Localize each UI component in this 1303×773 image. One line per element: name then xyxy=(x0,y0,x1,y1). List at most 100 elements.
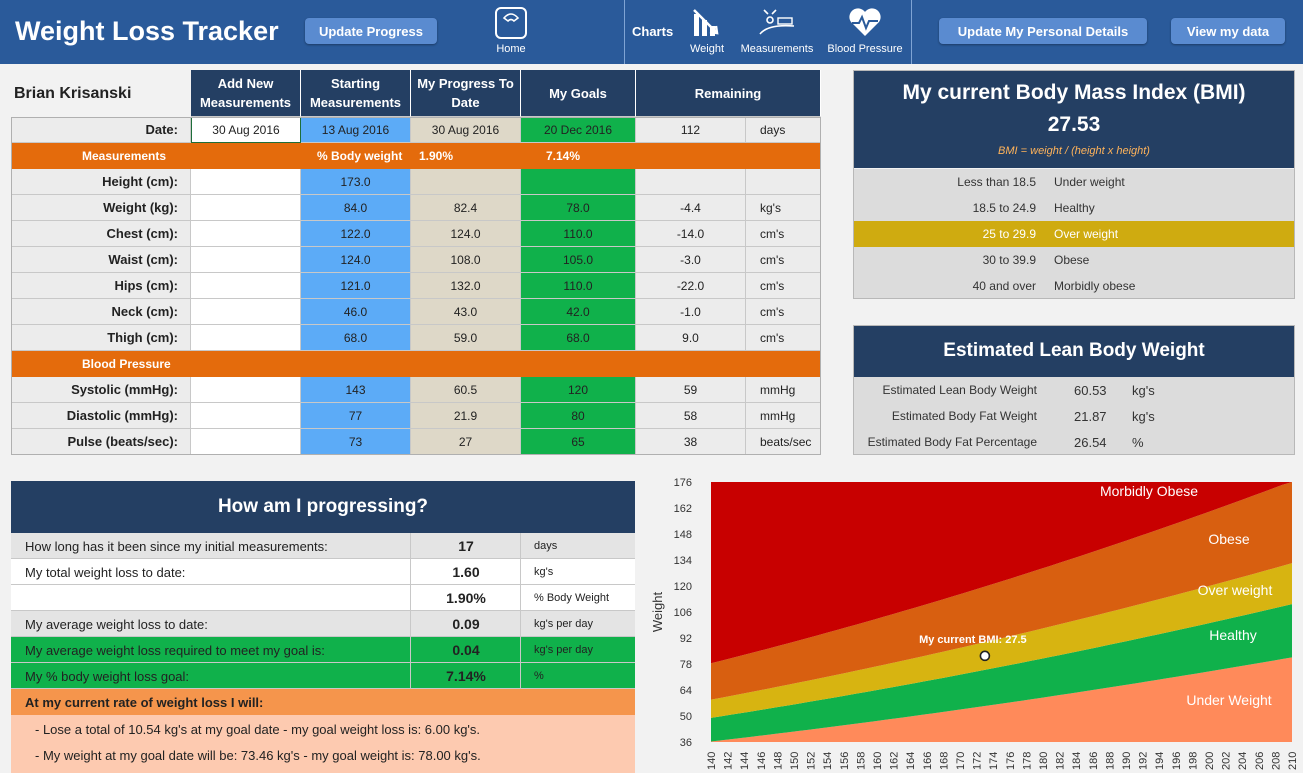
x-tick-label: 208 xyxy=(1270,752,1282,770)
lean-unit: kg's xyxy=(1132,409,1155,424)
x-tick-label: 144 xyxy=(739,752,751,770)
progress-row: My total weight loss to date: 1.60 kg's xyxy=(11,559,635,585)
new-measurement-input[interactable] xyxy=(191,273,301,299)
row-label: Height (cm): xyxy=(11,169,191,195)
measurements-chart-nav[interactable]: Measurements xyxy=(736,6,818,55)
bp-unit: mmHg xyxy=(746,377,821,403)
weight-label: Weight xyxy=(689,43,725,55)
band-label: Over weight xyxy=(1198,582,1273,598)
new-bp-input[interactable] xyxy=(191,403,301,429)
date-start: 13 Aug 2016 xyxy=(301,117,411,143)
lean-row: Estimated Body Fat Percentage 26.54% xyxy=(854,429,1294,455)
weight-chart-nav[interactable]: Weight xyxy=(684,6,730,55)
x-tick-label: 170 xyxy=(955,752,967,770)
y-tick-label: 92 xyxy=(680,633,692,645)
bmi-category-row: 18.5 to 24.9 Healthy xyxy=(854,195,1294,221)
y-tick-label: 36 xyxy=(680,737,692,749)
bmi-category-row: 30 to 39.9 Obese xyxy=(854,247,1294,273)
band-label: Under Weight xyxy=(1186,692,1271,708)
y-tick-label: 64 xyxy=(680,685,692,697)
band-label: Obese xyxy=(1208,531,1249,547)
progress-unit: kg's per day xyxy=(534,644,593,656)
x-tick-label: 154 xyxy=(822,752,834,770)
rate-box: - Lose a total of 10.54 kg's at my goal … xyxy=(11,715,635,773)
update-personal-details-button[interactable]: Update My Personal Details xyxy=(939,18,1147,44)
scale-icon xyxy=(495,7,527,39)
lean-value: 60.53 xyxy=(1074,383,1107,398)
new-bp-input[interactable] xyxy=(191,377,301,403)
update-progress-button[interactable]: Update Progress xyxy=(305,18,437,44)
x-tick-label: 182 xyxy=(1055,752,1067,770)
bp-remaining-value: 38 xyxy=(636,429,746,455)
x-tick-label: 190 xyxy=(1121,752,1133,770)
bmi-range: Less than 18.5 xyxy=(957,175,1036,189)
progress-row: My average weight loss to date: 0.09 kg's … xyxy=(11,611,635,637)
bmi-title: My current Body Mass Index (BMI) xyxy=(902,81,1246,104)
progress-unit: kg's xyxy=(534,566,554,578)
bmi-category-row: Less than 18.5 Under weight xyxy=(854,169,1294,195)
blood-pressure-band-label: Blood Pressure xyxy=(82,357,171,371)
bp-start-value: 73 xyxy=(301,429,411,455)
start-value: 124.0 xyxy=(301,247,411,273)
x-tick-label: 192 xyxy=(1138,752,1150,770)
progress-unit: % Body Weight xyxy=(534,592,610,604)
progress-value xyxy=(411,169,521,195)
measurements-band-label: Measurements xyxy=(82,149,167,163)
x-tick-label: 178 xyxy=(1021,752,1033,770)
x-tick-label: 152 xyxy=(806,752,818,770)
date-remaining: 112 xyxy=(636,117,746,143)
remaining-value xyxy=(636,169,746,195)
new-bp-input[interactable] xyxy=(191,429,301,455)
blood-pressure-chart-nav[interactable]: Blood Pressure xyxy=(825,6,905,55)
new-measurement-input[interactable] xyxy=(191,169,301,195)
date-unit: days xyxy=(746,117,821,143)
band-label: Healthy xyxy=(1209,627,1256,643)
x-tick-label: 184 xyxy=(1071,752,1083,770)
unit: kg's xyxy=(746,195,821,221)
progress-value: 1.90% xyxy=(446,590,486,606)
x-tick-label: 186 xyxy=(1088,752,1100,770)
y-tick-label: 148 xyxy=(674,529,692,541)
progress-unit: kg's per day xyxy=(534,618,593,630)
home-label: Home xyxy=(496,43,526,55)
goal-value: 78.0 xyxy=(521,195,636,221)
y-tick-label: 162 xyxy=(674,503,692,515)
header-progress: My Progress To Date xyxy=(411,70,521,117)
measurements-label: Measurements xyxy=(740,43,814,55)
bmi-band-0 xyxy=(711,657,1292,742)
progress-label: My total weight loss to date: xyxy=(25,565,186,580)
home-nav[interactable]: Home xyxy=(482,6,540,55)
start-value: 121.0 xyxy=(301,273,411,299)
new-measurement-input[interactable] xyxy=(191,195,301,221)
unit: cm's xyxy=(746,299,821,325)
bmi-panel-header: My current Body Mass Index (BMI) 27.53 B… xyxy=(854,70,1294,168)
remaining-value: -14.0 xyxy=(636,221,746,247)
bmi-weight-chart: Under Weight Healthy Over weight Obese Morbi… xyxy=(650,477,1299,770)
view-data-button[interactable]: View my data xyxy=(1171,18,1285,44)
x-tick-label: 164 xyxy=(905,752,917,770)
lean-label: Estimated Body Fat Weight xyxy=(891,409,1037,423)
progress-value: 132.0 xyxy=(411,273,521,299)
lean-value: 26.54 xyxy=(1074,435,1107,450)
start-value: 68.0 xyxy=(301,325,411,351)
bmi-value: 27.53 xyxy=(1047,113,1101,136)
lean-unit: kg's xyxy=(1132,383,1155,398)
y-tick-label: 78 xyxy=(680,659,692,671)
start-value: 46.0 xyxy=(301,299,411,325)
new-measurement-input[interactable] xyxy=(191,221,301,247)
charts-label: Charts xyxy=(632,24,674,39)
x-tick-label: 168 xyxy=(938,752,950,770)
row-label: Neck (cm): xyxy=(11,299,191,325)
date-label: Date: xyxy=(11,117,191,143)
progress-value: 108.0 xyxy=(411,247,521,273)
header-goal: My Goals xyxy=(521,70,636,117)
new-measurement-input[interactable] xyxy=(191,299,301,325)
row-label: Thigh (cm): xyxy=(11,325,191,351)
new-measurement-input[interactable] xyxy=(191,325,301,351)
lean-label: Estimated Lean Body Weight xyxy=(882,383,1037,397)
rate-header: At my current rate of weight loss I will… xyxy=(11,689,635,715)
rate-line-1: - Lose a total of 10.54 kg's at my goal … xyxy=(35,722,481,737)
progress-label: How long has it been since my initial me… xyxy=(25,539,328,554)
date-new-input[interactable]: 30 Aug 2016 xyxy=(191,117,301,143)
new-measurement-input[interactable] xyxy=(191,247,301,273)
